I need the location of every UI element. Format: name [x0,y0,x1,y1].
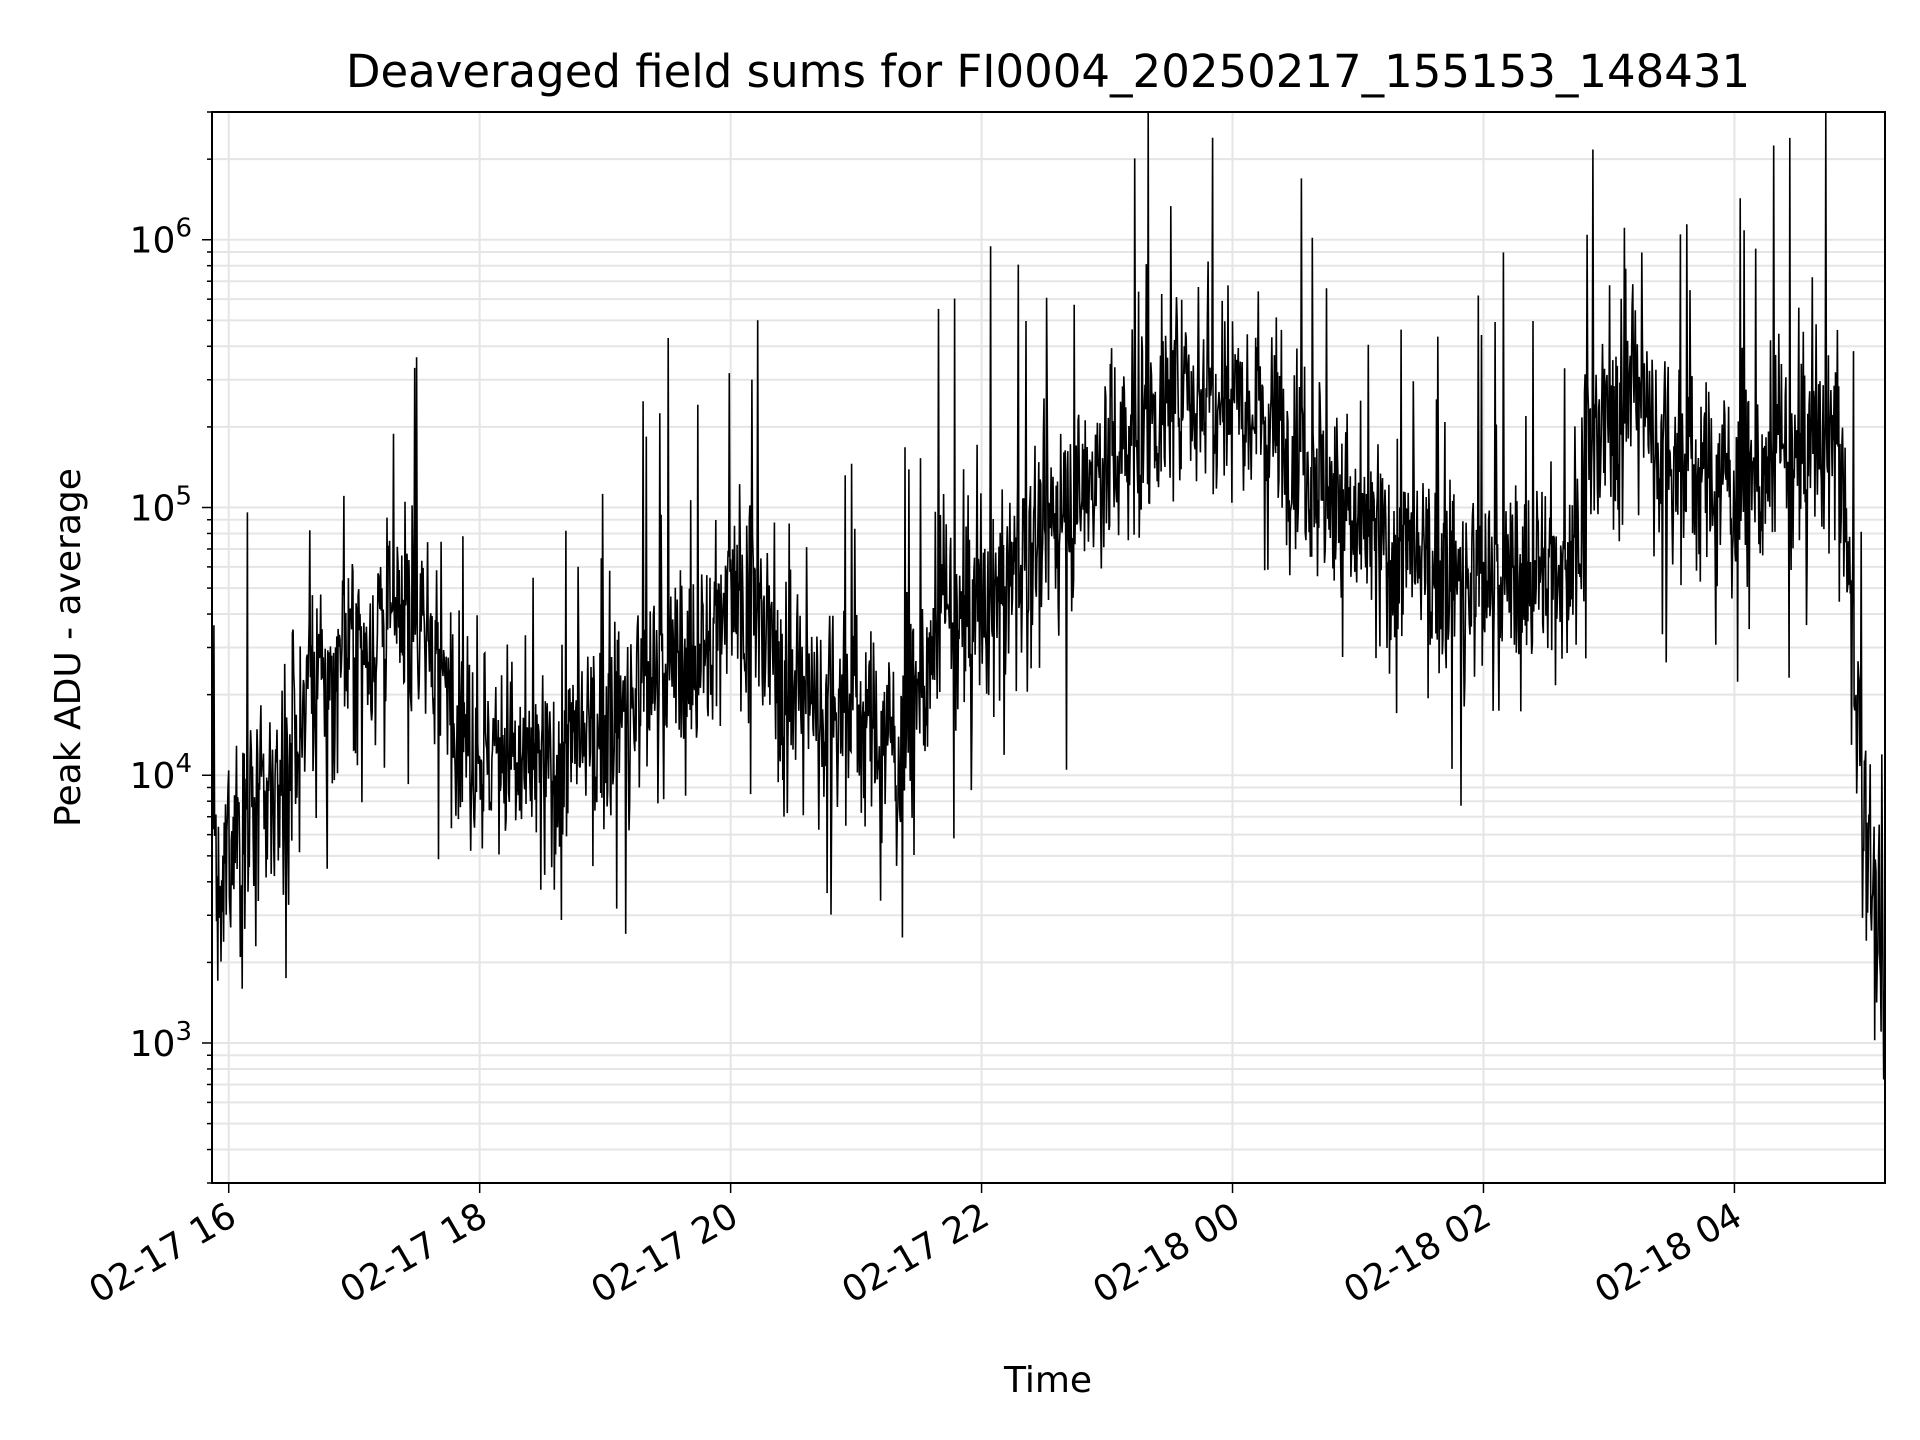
y-tick-label-exponent: 6 [175,214,192,244]
y-tick-label: 105 [130,481,192,529]
y-tick-label: 103 [130,1017,192,1065]
series-line [211,111,1886,1080]
y-tick-label-base: 10 [130,756,176,797]
y-tick-label-exponent: 3 [175,1017,192,1047]
y-tick-label-base: 10 [130,488,176,529]
y-tick-label: 106 [130,214,192,262]
y-tick-label-exponent: 5 [175,481,192,511]
y-tick-label-base: 10 [130,221,176,262]
series-line-group [211,111,1886,1080]
y-tick-label-exponent: 4 [175,749,192,779]
y-axis-label: Peak ADU - average [48,468,89,827]
x-axis-label: Time [1003,1360,1092,1401]
chart-title: Deaveraged field sums for FI0004_2025021… [346,45,1750,98]
y-tick-label: 104 [130,749,192,797]
y-tick-label-base: 10 [130,1024,176,1065]
